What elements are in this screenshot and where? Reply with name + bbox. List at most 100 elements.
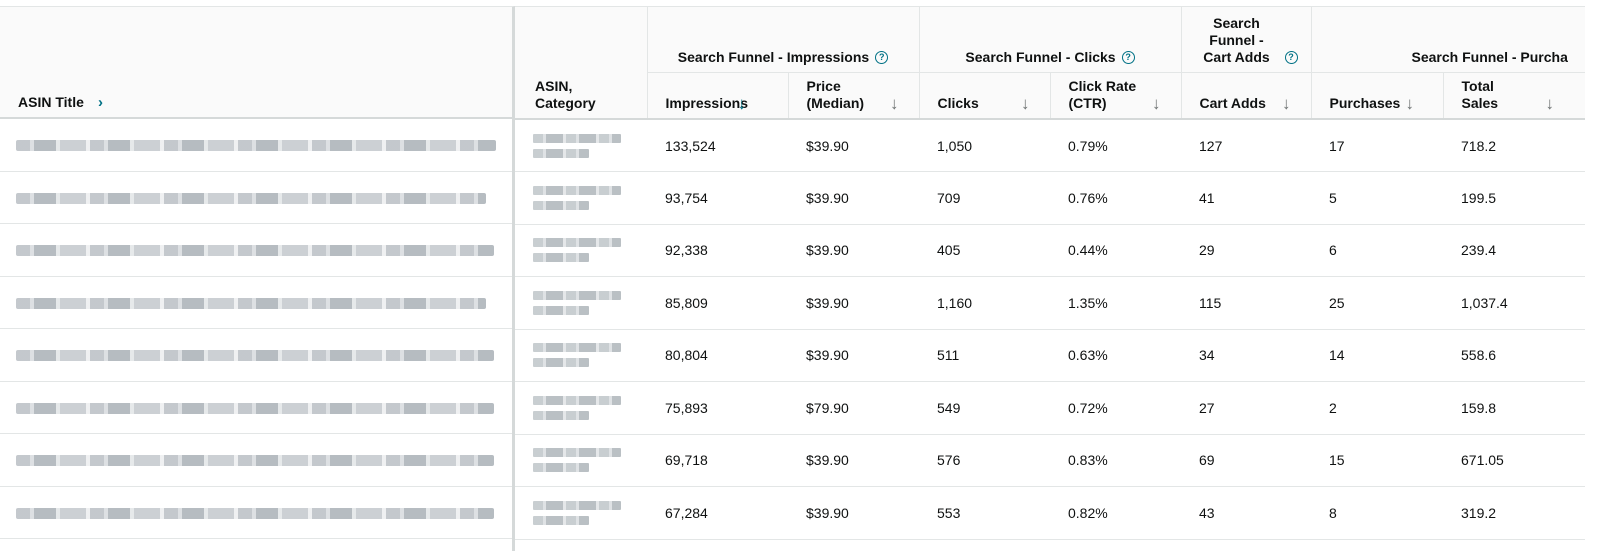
column-header-purchases[interactable]: Purchases ↓ bbox=[1311, 72, 1444, 120]
asin-title-row[interactable] bbox=[0, 224, 512, 277]
total-sales-cell: 718.2 bbox=[1443, 119, 1585, 172]
price-cell: $39.90 bbox=[788, 434, 919, 487]
asin-category-cell[interactable] bbox=[515, 171, 647, 225]
redacted-asin bbox=[533, 500, 621, 510]
impressions-cell: 67,284 bbox=[647, 486, 788, 540]
asin-title-header: ASIN Title › bbox=[0, 7, 512, 119]
clicks-cell: 553 bbox=[919, 486, 1050, 540]
arrow-down-icon[interactable]: ↓ bbox=[1282, 94, 1291, 113]
arrow-down-icon[interactable]: ↓ bbox=[1152, 94, 1161, 113]
impressions-cell: 80,804 bbox=[647, 329, 788, 382]
total-sales-cell: 319.2 bbox=[1443, 486, 1585, 540]
asin-category-cell[interactable] bbox=[515, 434, 647, 487]
redacted-asin bbox=[533, 133, 621, 143]
asin-title-row[interactable] bbox=[0, 487, 512, 539]
column-header-impressions[interactable]: Impressions ↓ bbox=[647, 72, 789, 120]
total-sales-cell: 159.8 bbox=[1443, 381, 1585, 435]
cart-adds-cell: 115 bbox=[1181, 276, 1311, 330]
asin-title-row[interactable] bbox=[0, 119, 512, 172]
redacted-asin bbox=[533, 185, 621, 195]
asin-category-cell[interactable] bbox=[515, 119, 647, 172]
cart-adds-cell: 29 bbox=[1181, 224, 1311, 277]
asin-title-row[interactable] bbox=[0, 434, 512, 487]
group-header-purchases: Search Funnel - Purcha bbox=[1311, 7, 1585, 73]
column-header-ctr[interactable]: Click Rate (CTR) ↓ bbox=[1050, 72, 1182, 120]
total-sales-cell: 558.6 bbox=[1443, 329, 1585, 382]
asin-title-row[interactable] bbox=[0, 172, 512, 224]
price-cell: $39.90 bbox=[788, 276, 919, 330]
asin-category-cell[interactable] bbox=[515, 329, 647, 382]
purchases-cell: 5 bbox=[1311, 171, 1443, 225]
redacted-category bbox=[533, 410, 589, 420]
asin-category-header: ASIN, Category bbox=[515, 7, 648, 120]
redacted-title bbox=[16, 245, 494, 256]
impressions-cell: 93,754 bbox=[647, 171, 788, 225]
column-header-price[interactable]: Price (Median) ↓ bbox=[788, 72, 920, 120]
asin-category-cell[interactable] bbox=[515, 486, 647, 540]
price-cell: $79.90 bbox=[788, 381, 919, 435]
asin-title-label: ASIN Title bbox=[18, 94, 84, 110]
asin-category-cell[interactable] bbox=[515, 381, 647, 435]
impressions-cell: 85,809 bbox=[647, 276, 788, 330]
impressions-cell: 92,338 bbox=[647, 224, 788, 277]
arrow-down-icon[interactable]: ↓ bbox=[1545, 94, 1555, 113]
table-row: 75,893 $79.90 549 0.72% 27 2 159.8 bbox=[515, 381, 1585, 435]
redacted-asin bbox=[533, 395, 621, 405]
redacted-title bbox=[16, 140, 496, 151]
group-header-clicks: Search Funnel - Clicks? bbox=[919, 7, 1182, 73]
arrow-down-icon[interactable]: ↓ bbox=[1405, 94, 1415, 113]
total-sales-cell: 199.5 bbox=[1443, 171, 1585, 225]
total-sales-cell: 1,037.4 bbox=[1443, 276, 1585, 330]
cart-adds-cell: 69 bbox=[1181, 434, 1311, 487]
purchases-cell: 14 bbox=[1311, 329, 1443, 382]
price-cell: $39.90 bbox=[788, 171, 919, 225]
help-circle-icon[interactable]: ? bbox=[1284, 51, 1298, 65]
asin-title-row[interactable] bbox=[0, 382, 512, 434]
redacted-title bbox=[16, 350, 494, 361]
price-cell: $39.90 bbox=[788, 119, 919, 172]
redacted-category bbox=[533, 305, 589, 315]
price-cell: $39.90 bbox=[788, 486, 919, 540]
column-header-cart-adds[interactable]: Cart Adds ↓ bbox=[1181, 72, 1312, 120]
ctr-cell: 0.63% bbox=[1050, 329, 1181, 382]
clicks-cell: 1,160 bbox=[919, 276, 1050, 330]
arrow-down-icon[interactable]: ↓ bbox=[737, 94, 747, 113]
clicks-cell: 549 bbox=[919, 381, 1050, 435]
arrow-down-icon[interactable]: ↓ bbox=[1021, 94, 1030, 113]
cart-adds-cell: 27 bbox=[1181, 381, 1311, 435]
help-circle-icon[interactable]: ? bbox=[1121, 51, 1135, 65]
column-header-clicks[interactable]: Clicks ↓ bbox=[919, 72, 1051, 120]
total-sales-cell: 671.05 bbox=[1443, 434, 1585, 487]
asin-category-cell[interactable] bbox=[515, 276, 647, 330]
ctr-cell: 0.72% bbox=[1050, 381, 1181, 435]
impressions-cell: 69,718 bbox=[647, 434, 788, 487]
asin-title-row[interactable] bbox=[0, 277, 512, 329]
purchases-cell: 25 bbox=[1311, 276, 1443, 330]
column-header-total-sales[interactable]: Total Sales ↓ bbox=[1443, 72, 1585, 120]
table-row: 92,338 $39.90 405 0.44% 29 6 239.4 bbox=[515, 224, 1585, 277]
cart-adds-cell: 43 bbox=[1181, 486, 1311, 540]
asin-category-cell[interactable] bbox=[515, 224, 647, 277]
redacted-category bbox=[533, 253, 589, 263]
purchases-cell: 2 bbox=[1311, 381, 1443, 435]
group-header-cart-adds: Search Funnel - Cart Adds? bbox=[1181, 7, 1312, 73]
help-circle-icon[interactable]: ? bbox=[875, 51, 889, 65]
purchases-cell: 6 bbox=[1311, 224, 1443, 277]
arrow-down-icon[interactable]: ↓ bbox=[890, 94, 899, 113]
asin-title-column: ASIN Title › bbox=[0, 6, 515, 551]
asin-title-row[interactable] bbox=[0, 329, 512, 382]
redacted-category bbox=[533, 148, 589, 158]
group-header-impressions: Search Funnel - Impressions? bbox=[647, 7, 920, 73]
clicks-cell: 1,050 bbox=[919, 119, 1050, 172]
table-row: 133,524 $39.90 1,050 0.79% 127 17 718.2 bbox=[515, 119, 1585, 172]
chevron-right-icon[interactable]: › bbox=[98, 94, 103, 111]
table-row: 85,809 $39.90 1,160 1.35% 115 25 1,037.4 bbox=[515, 276, 1585, 330]
table-row: 80,804 $39.90 511 0.63% 34 14 558.6 bbox=[515, 329, 1585, 382]
redacted-title bbox=[16, 507, 494, 519]
metrics-grid: ASIN, Category Search Funnel - Impressio… bbox=[515, 6, 1585, 551]
redacted-title bbox=[16, 297, 486, 309]
redacted-asin bbox=[533, 238, 621, 248]
purchases-cell: 17 bbox=[1311, 119, 1443, 172]
ctr-cell: 0.44% bbox=[1050, 224, 1181, 277]
